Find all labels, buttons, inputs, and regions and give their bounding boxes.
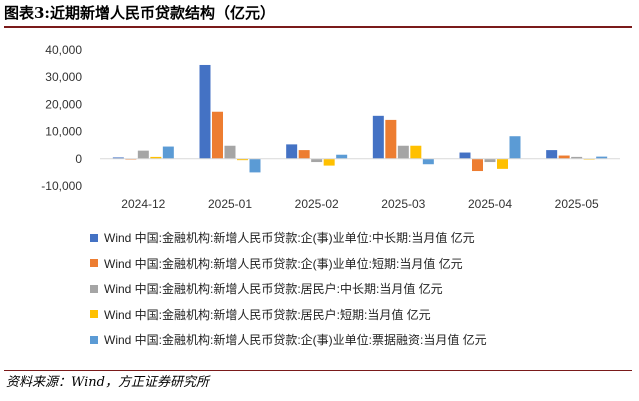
- bar-series-5-2025-05: [596, 156, 608, 159]
- bar-series-3-2024-12: [137, 150, 149, 159]
- x-tick-label: 2025-04: [468, 197, 512, 211]
- y-tick-label: 10,000: [45, 125, 82, 139]
- y-tick-label: 40,000: [45, 43, 82, 57]
- bar-series-1-2025-04: [459, 152, 471, 159]
- legend-item-4: Wind 中国:金融机构:新增人民币贷款:居民户:短期:当月值 亿元: [90, 303, 487, 329]
- bar-series-5-2025-01: [249, 158, 261, 173]
- y-axis: 40,000 30,000 20,000 10,000 0 -10,000: [41, 43, 82, 193]
- bar-series-3-2025-03: [397, 145, 409, 159]
- x-axis: 2024-12 2025-01 2025-02 2025-03 2025-04 2025-…: [100, 158, 620, 211]
- bar-series-3-2025-02: [311, 158, 323, 163]
- bar-chart: 40,000 30,000 20,000 10,000 0 -10,000 2024-12…: [41, 43, 620, 211]
- bars: [112, 64, 608, 173]
- x-tick-label: 2025-01: [208, 197, 252, 211]
- legend-item-3: Wind 中国:金融机构:新增人民币贷款:居民户:中长期:当月值 亿元: [90, 277, 487, 303]
- bar-series-2-2025-04: [472, 158, 483, 172]
- bar-series-1-2025-01: [199, 64, 211, 159]
- bar-series-5-2024-12: [162, 146, 174, 159]
- bar-series-2-2025-01: [212, 111, 223, 159]
- bar-series-1-2025-03: [372, 115, 384, 159]
- bar-series-5-2025-03: [422, 158, 434, 165]
- bar-series-3-2025-01: [224, 145, 236, 159]
- bar-series-4-2025-02: [323, 158, 335, 166]
- y-tick-label: 0: [75, 152, 82, 166]
- y-tick-label: -10,000: [41, 179, 82, 193]
- legend-item-5: Wind 中国:金融机构:新增人民币贷款:企(事)业单位:票据融资:当月值 亿元: [90, 328, 487, 354]
- bar-series-1-2025-02: [286, 144, 298, 159]
- legend-item-1: Wind 中国:金融机构:新增人民币贷款:企(事)业单位:中长期:当月值 亿元: [90, 226, 487, 252]
- bar-series-5-2025-02: [336, 154, 348, 159]
- bar-series-4-2024-12: [150, 156, 162, 159]
- legend: Wind 中国:金融机构:新增人民币贷款:企(事)业单位:中长期:当月值 亿元 W…: [90, 226, 487, 354]
- legend-swatch: [90, 259, 98, 267]
- legend-swatch: [90, 335, 98, 344]
- x-tick-label: 2025-02: [295, 197, 339, 211]
- bar-series-2-2025-02: [298, 150, 310, 159]
- legend-swatch: [90, 233, 98, 242]
- bar-series-2-2025-05: [558, 155, 570, 159]
- bar-series-1-2024-12: [112, 157, 124, 159]
- x-tick-label: 2025-03: [381, 197, 425, 211]
- bar-series-4-2025-03: [410, 145, 422, 159]
- bar-series-4-2025-04: [497, 158, 508, 169]
- legend-label: Wind 中国:金融机构:新增人民币贷款:企(事)业单位:短期:当月值 亿元: [104, 256, 463, 271]
- bar-series-3-2025-04: [484, 158, 496, 163]
- bar-series-1-2025-05: [546, 150, 558, 159]
- bar-series-4-2025-01: [237, 158, 248, 161]
- legend-swatch: [90, 284, 98, 293]
- source-divider: [4, 370, 632, 371]
- legend-label: Wind 中国:金融机构:新增人民币贷款:企(事)业单位:中长期:当月值 亿元: [104, 231, 475, 245]
- legend-label: Wind 中国:金融机构:新增人民币贷款:居民户:中长期:当月值 亿元: [104, 282, 443, 296]
- bar-series-3-2025-05: [571, 156, 583, 159]
- legend-label: Wind 中国:金融机构:新增人民币贷款:企(事)业单位:票据融资:当月值 亿元: [104, 333, 487, 347]
- title-divider: [4, 26, 632, 28]
- chart-title: 图表3:近期新增人民币贷款结构（亿元）: [4, 4, 275, 22]
- legend-swatch: [90, 310, 98, 318]
- x-tick-label: 2025-05: [555, 197, 599, 211]
- y-tick-label: 30,000: [45, 70, 82, 84]
- y-tick-label: 20,000: [45, 97, 82, 111]
- bar-series-5-2025-04: [509, 136, 521, 159]
- x-tick-label: 2024-12: [121, 197, 165, 211]
- legend-label: Wind 中国:金融机构:新增人民币贷款:居民户:短期:当月值 亿元: [104, 307, 431, 322]
- bar-series-2-2025-03: [385, 119, 397, 159]
- legend-item-2: Wind 中国:金融机构:新增人民币贷款:企(事)业单位:短期:当月值 亿元: [90, 252, 487, 278]
- source-note: 资料来源：Wind，方正证券研究所: [6, 375, 209, 390]
